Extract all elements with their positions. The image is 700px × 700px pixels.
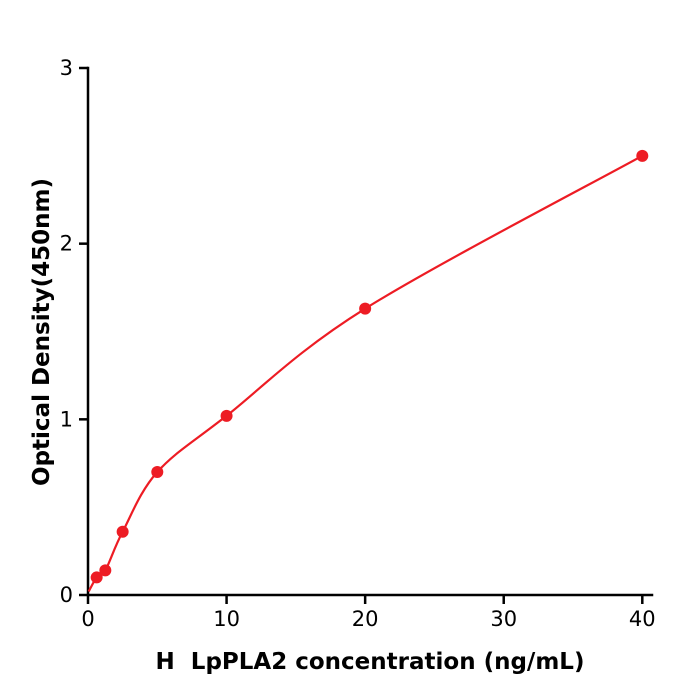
y-tick-label: 1 <box>60 407 73 431</box>
x-tick-label: 10 <box>213 607 240 631</box>
x-tick-label: 20 <box>352 607 379 631</box>
data-point <box>99 564 112 577</box>
y-axis-label: Optical Density(450nm) <box>29 178 55 486</box>
data-point <box>151 466 164 479</box>
axis-spines <box>86 66 654 597</box>
y-tick-label: 0 <box>60 583 73 607</box>
fit-curve <box>87 154 643 593</box>
data-point <box>636 149 649 162</box>
x-tick-label: 30 <box>490 607 517 631</box>
data-point <box>220 409 233 422</box>
y-tick-label: 2 <box>60 232 73 256</box>
x-tick-label: 0 <box>81 607 94 631</box>
x-tick-label: 40 <box>629 607 656 631</box>
data-point <box>90 571 103 584</box>
y-tick-label: 3 <box>60 56 73 80</box>
data-point <box>116 525 129 538</box>
x-axis-label: H LpPLA2 concentration (ng/mL) <box>155 649 585 675</box>
data-point <box>359 302 372 315</box>
